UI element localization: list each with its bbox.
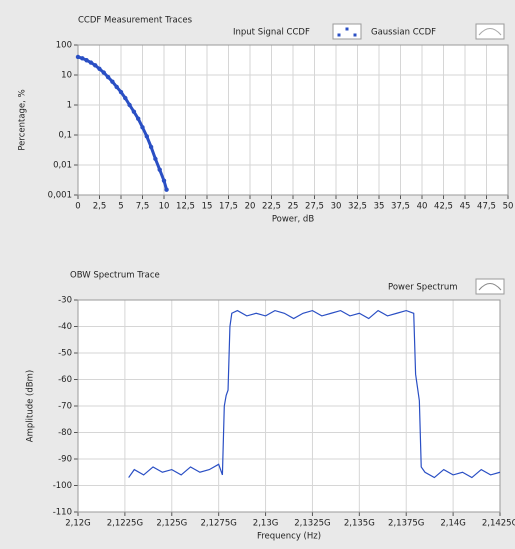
data-point bbox=[153, 156, 158, 162]
x-tick-label: 2,12G bbox=[65, 519, 91, 529]
data-point bbox=[164, 187, 169, 192]
x-tick-label: 42,5 bbox=[434, 202, 453, 212]
data-point bbox=[157, 167, 162, 172]
legend-label: Gaussian CCDF bbox=[371, 28, 436, 38]
data-point bbox=[88, 60, 94, 65]
x-tick-label: 0 bbox=[75, 202, 80, 212]
y-tick-label: -40 bbox=[58, 322, 72, 332]
legend-icon bbox=[475, 23, 505, 40]
y-tick-label: 1 bbox=[67, 101, 72, 111]
x-tick-label: 5 bbox=[118, 202, 123, 212]
x-tick-label: 2,5 bbox=[93, 202, 107, 212]
x-tick-label: 2,13G bbox=[253, 519, 279, 529]
y-tick-label: -60 bbox=[58, 375, 72, 385]
data-line bbox=[128, 309, 501, 479]
x-tick-label: 2,1375G bbox=[388, 519, 424, 529]
y-tick-label: -90 bbox=[58, 455, 72, 465]
data-point bbox=[110, 79, 115, 84]
data-point bbox=[105, 74, 111, 80]
x-tick-label: 27,5 bbox=[305, 202, 324, 212]
data-point bbox=[148, 144, 154, 150]
data-point bbox=[80, 56, 85, 61]
legend-icon bbox=[475, 278, 505, 295]
legend-swatch bbox=[478, 28, 502, 36]
data-point bbox=[75, 54, 81, 60]
data-point bbox=[118, 89, 124, 95]
x-tick-label: 40 bbox=[417, 202, 428, 212]
plot-frame bbox=[77, 299, 501, 513]
y-tick-label: -30 bbox=[58, 296, 72, 306]
y-tick-label: -50 bbox=[58, 349, 72, 359]
x-tick-label: 22,5 bbox=[262, 202, 281, 212]
x-tick-label: 47,5 bbox=[477, 202, 496, 212]
data-point bbox=[123, 95, 128, 101]
data-point bbox=[127, 102, 132, 108]
y-tick-label: 0,1 bbox=[58, 131, 72, 141]
x-tick-label: 30 bbox=[331, 202, 342, 212]
x-tick-label: 2,1425G bbox=[482, 519, 515, 529]
x-tick-label: 15 bbox=[202, 202, 213, 212]
legend-label: Input Signal CCDF bbox=[233, 28, 310, 38]
x-tick-label: 2,1325G bbox=[294, 519, 330, 529]
legend-label: Power Spectrum bbox=[388, 283, 458, 293]
y-tick-label: -110 bbox=[53, 508, 72, 518]
data-point bbox=[97, 66, 102, 72]
data-point bbox=[136, 116, 141, 121]
data-point bbox=[84, 58, 89, 63]
data-point bbox=[101, 70, 107, 75]
data-point bbox=[114, 84, 119, 90]
x-tick-label: 20 bbox=[245, 202, 256, 212]
plot-frame bbox=[77, 44, 509, 196]
x-tick-label: 50 bbox=[503, 202, 514, 212]
legend-swatch bbox=[337, 33, 341, 37]
y-tick-label: -80 bbox=[58, 428, 72, 438]
chart-title: OBW Spectrum Trace bbox=[70, 271, 160, 281]
y-tick-label: 0,001 bbox=[48, 191, 72, 201]
legend-icon bbox=[332, 23, 362, 40]
y-tick-label: -70 bbox=[58, 402, 72, 412]
x-tick-label: 45 bbox=[460, 202, 471, 212]
y-tick-label: 100 bbox=[56, 41, 72, 51]
legend-swatch bbox=[353, 33, 357, 37]
legend-swatch bbox=[345, 27, 349, 31]
x-tick-label: 25 bbox=[288, 202, 299, 212]
x-tick-label: 2,125G bbox=[156, 519, 187, 529]
x-tick-label: 35 bbox=[374, 202, 385, 212]
y-tick-label: 0,01 bbox=[53, 161, 72, 171]
data-point bbox=[161, 178, 167, 183]
legend-swatch bbox=[478, 283, 502, 291]
x-tick-label: 2,14G bbox=[440, 519, 466, 529]
x-axis-title: Frequency (Hz) bbox=[257, 532, 321, 542]
x-tick-label: 2,135G bbox=[344, 519, 375, 529]
x-axis-title: Power, dB bbox=[272, 215, 314, 225]
y-axis-title: Amplitude (dBm) bbox=[26, 370, 36, 442]
y-tick-label: 10 bbox=[61, 71, 72, 81]
chart-title: CCDF Measurement Traces bbox=[78, 16, 193, 26]
data-line bbox=[77, 55, 169, 191]
y-axis-title: Percentage, % bbox=[18, 89, 28, 150]
x-tick-label: 2,1275G bbox=[200, 519, 236, 529]
y-tick-label: -100 bbox=[53, 481, 72, 491]
x-tick-label: 10 bbox=[159, 202, 170, 212]
data-point bbox=[140, 125, 145, 130]
x-tick-label: 12,5 bbox=[176, 202, 195, 212]
x-tick-label: 32,5 bbox=[348, 202, 367, 212]
x-tick-label: 37,5 bbox=[391, 202, 410, 212]
data-point bbox=[93, 63, 98, 68]
data-point bbox=[144, 134, 149, 139]
data-point bbox=[131, 109, 137, 114]
x-tick-label: 7,5 bbox=[136, 202, 150, 212]
x-tick-label: 17,5 bbox=[219, 202, 238, 212]
x-tick-label: 2,1225G bbox=[107, 519, 143, 529]
